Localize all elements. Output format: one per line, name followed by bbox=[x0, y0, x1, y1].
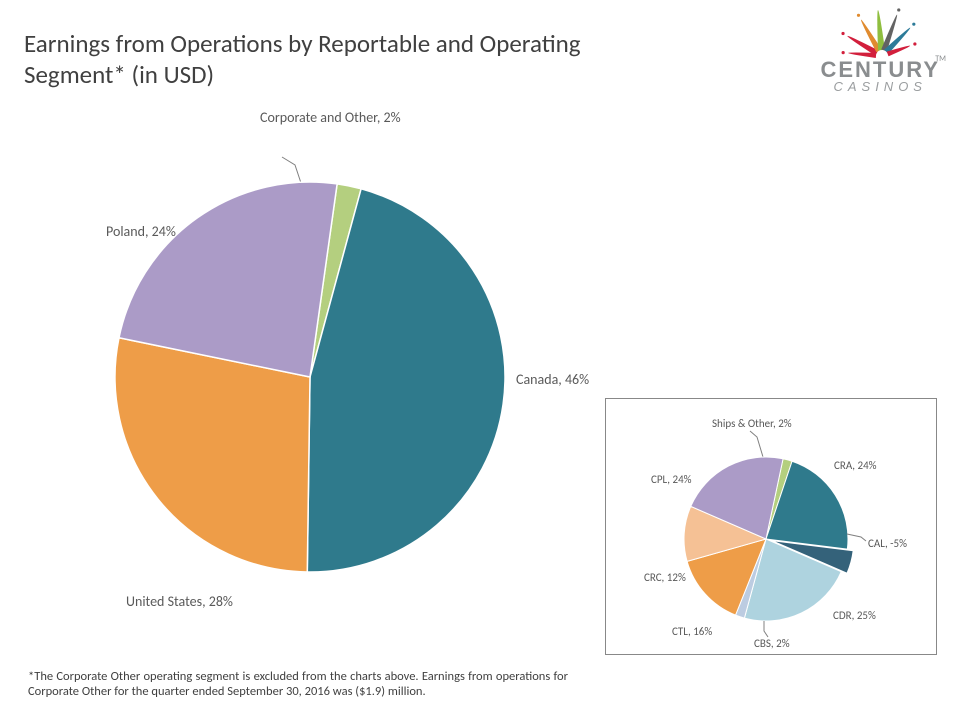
pie-label: CTL, 16% bbox=[672, 625, 712, 638]
pie-label: CRA, 24% bbox=[834, 459, 877, 472]
page-title: Earnings from Operations by Reportable a… bbox=[24, 28, 584, 91]
pie-label: CPL, 24% bbox=[651, 473, 692, 486]
pie-label: Canada, 46% bbox=[516, 371, 589, 388]
logo-word: CENTURY bbox=[820, 60, 940, 81]
small-pie-chart: Ships & Other, 2% CRA, 24% CAL, -5% CDR, 25… bbox=[606, 399, 936, 654]
footnote: *The Corporate Other operating segment i… bbox=[28, 669, 568, 700]
pie-label: CBS, 2% bbox=[754, 637, 790, 650]
pie-label: Ships & Other, 2% bbox=[712, 417, 792, 430]
leader-line bbox=[847, 534, 866, 541]
small-chart-border: Ships & Other, 2% CRA, 24% CAL, -5% CDR, 25… bbox=[605, 398, 937, 655]
trademark-icon: TM bbox=[935, 54, 946, 64]
pie-slice bbox=[115, 338, 310, 572]
leader-line bbox=[282, 157, 301, 183]
main-pie-svg bbox=[70, 115, 550, 640]
pie-label: United States, 28% bbox=[126, 593, 233, 610]
main-pie-chart: Corporate and Other, 2%Canada, 46%United… bbox=[70, 115, 550, 575]
company-logo: CENTURY CASINOS TM bbox=[820, 8, 940, 94]
logo-sub: CASINOS bbox=[820, 79, 940, 94]
pie-label: CRC, 12% bbox=[644, 571, 686, 584]
leader-line bbox=[764, 621, 768, 637]
pie-label: Corporate and Other, 2% bbox=[260, 109, 401, 126]
small-pie-svg bbox=[606, 399, 936, 654]
burst-icon bbox=[830, 8, 930, 58]
pie-label: CAL, -5% bbox=[868, 537, 907, 550]
pie-label: CDR, 25% bbox=[833, 609, 876, 622]
pie-label: Poland, 24% bbox=[106, 223, 176, 240]
leader-line bbox=[750, 431, 763, 457]
